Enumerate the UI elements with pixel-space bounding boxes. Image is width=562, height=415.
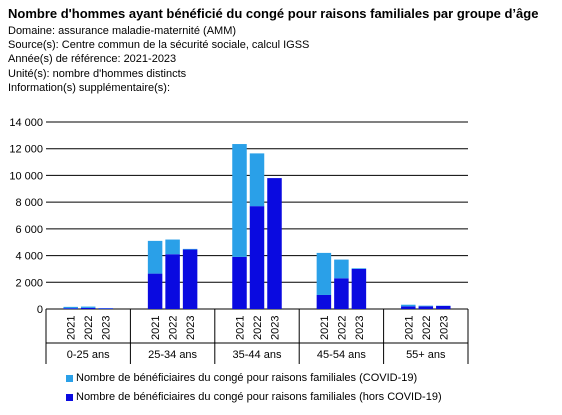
x-group-label: 45-54 ans xyxy=(317,349,366,361)
meta-domain: Domaine: assurance maladie-maternité (AM… xyxy=(8,25,237,37)
bar-hors-covid xyxy=(418,306,434,309)
x-year-label: 2022 xyxy=(83,316,95,340)
y-tick-label: 12 000 xyxy=(9,144,43,156)
bar-covid xyxy=(334,259,349,279)
legend-label-hors-covid: Nombre de bénéficiaires du congé pour ra… xyxy=(76,391,442,403)
y-tick-label: 6 000 xyxy=(15,224,43,236)
y-tick-label: 8 000 xyxy=(15,197,43,209)
x-year-label: 2021 xyxy=(150,316,162,340)
bar-covid xyxy=(182,248,198,250)
bar-covid xyxy=(232,144,247,257)
x-year-label: 2021 xyxy=(66,316,78,340)
x-group-label: 55+ ans xyxy=(406,349,446,361)
chart-header: Nombre d'hommes ayant bénéficié du congé… xyxy=(8,6,538,95)
x-year-label: 2022 xyxy=(252,316,264,340)
bar-hors-covid xyxy=(147,273,163,309)
x-group-label: 35-44 ans xyxy=(233,349,282,361)
meta-info: Information(s) supplémentaire(s): xyxy=(8,81,171,94)
bar-covid xyxy=(249,153,265,207)
x-year-label: 2022 xyxy=(421,316,433,340)
y-tick-label: 2 000 xyxy=(15,277,43,289)
x-year-label: 2022 xyxy=(168,316,180,340)
y-tick-label: 0 xyxy=(37,304,43,316)
y-tick-label: 10 000 xyxy=(9,170,43,182)
x-year-label: 2021 xyxy=(235,316,247,340)
bar-hors-covid xyxy=(232,256,247,309)
bar-hors-covid xyxy=(182,249,198,309)
x-year-label: 2021 xyxy=(403,316,415,340)
x-year-label: 2023 xyxy=(101,316,113,340)
bar-covid xyxy=(80,306,96,308)
x-year-label: 2022 xyxy=(336,316,348,340)
bar-covid xyxy=(401,304,416,307)
chart-title: Nombre d'hommes ayant bénéficié du congé… xyxy=(8,6,539,21)
bar-covid xyxy=(316,252,332,295)
bar-covid xyxy=(351,268,367,269)
bar-covid xyxy=(63,306,78,309)
x-year-label: 2023 xyxy=(438,316,450,340)
legend-label-covid: Nombre de bénéficiaires du congé pour ra… xyxy=(76,372,418,384)
bar-hors-covid xyxy=(316,294,332,309)
x-year-label: 2021 xyxy=(319,316,331,340)
meta-unit: Unité(s): nombre d'hommes distincts xyxy=(8,67,187,80)
bar-covid xyxy=(165,239,180,255)
legend-swatch-hors-covid xyxy=(66,393,73,401)
x-year-label: 2023 xyxy=(270,316,282,340)
bar-hors-covid xyxy=(98,308,113,309)
bar-covid xyxy=(418,305,434,307)
legend-swatch-covid xyxy=(66,374,73,382)
bar-hors-covid xyxy=(80,307,96,309)
legend-item-hors-covid: Nombre de bénéficiaires du congé pour ra… xyxy=(66,391,442,403)
x-group-label: 0-25 ans xyxy=(67,349,110,361)
bar-hors-covid xyxy=(351,268,367,309)
bar-hors-covid xyxy=(436,305,451,309)
y-tick-label: 14 000 xyxy=(9,117,43,129)
bar-hors-covid xyxy=(165,254,180,309)
bar-covid xyxy=(147,240,163,274)
legend-item-covid: Nombre de bénéficiaires du congé pour ra… xyxy=(66,372,417,384)
x-group-label: 25-34 ans xyxy=(148,349,197,361)
meta-years: Année(s) de référence: 2021-2023 xyxy=(8,53,177,66)
bar-hors-covid xyxy=(401,306,416,309)
bar-hors-covid xyxy=(249,206,265,309)
bar-hors-covid xyxy=(334,278,349,309)
meta-source: Source(s): Centre commun de la sécurité … xyxy=(8,39,310,52)
y-tick-label: 4 000 xyxy=(15,251,43,263)
bar-hors-covid xyxy=(63,308,78,309)
x-year-label: 2023 xyxy=(185,316,197,340)
x-year-label: 2023 xyxy=(354,316,366,340)
bar-hors-covid xyxy=(267,178,282,309)
